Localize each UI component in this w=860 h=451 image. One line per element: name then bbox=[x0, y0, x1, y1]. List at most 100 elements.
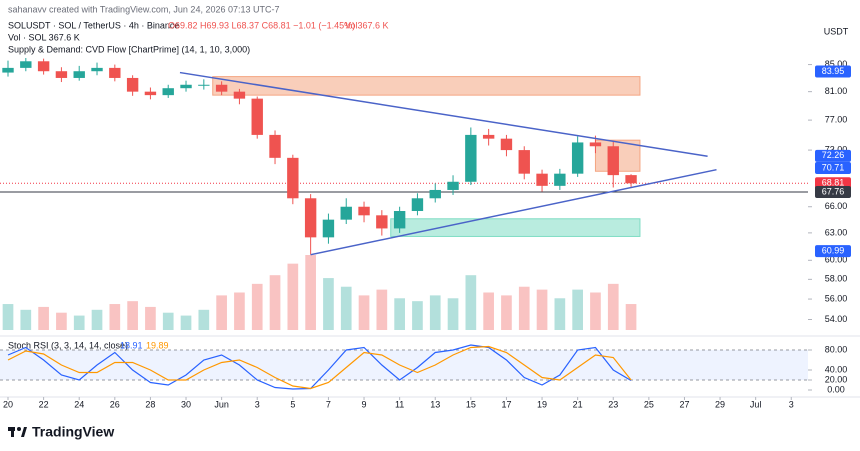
volume-bar bbox=[323, 278, 334, 330]
symbol: SOLUSDT · SOL / TetherUS · 4h · Binance bbox=[8, 20, 179, 30]
x-tick-label: 30 bbox=[181, 399, 191, 409]
volume-bar bbox=[305, 255, 316, 330]
y-tick-label: 85.00 bbox=[825, 59, 848, 69]
price-tag bbox=[815, 185, 851, 198]
x-tick-label: 20 bbox=[3, 399, 13, 409]
zone bbox=[212, 76, 641, 96]
y-tick-label: 58.00 bbox=[825, 274, 848, 284]
y-tick-label: 77.00 bbox=[825, 114, 848, 124]
price-tag bbox=[815, 245, 851, 258]
candle-body bbox=[55, 71, 68, 78]
x-tick-label: 22 bbox=[39, 399, 49, 409]
x-tick-label: 29 bbox=[715, 399, 725, 409]
stoch-title: Stoch RSI (3, 3, 14, 14, close) bbox=[8, 340, 128, 350]
volume-bar bbox=[607, 283, 619, 330]
volume-bar bbox=[20, 309, 32, 330]
volume-bar bbox=[447, 298, 459, 330]
credit: sahanavv created with TradingView.com, J… bbox=[8, 4, 280, 14]
x-tick-label: 25 bbox=[644, 399, 654, 409]
candle-body bbox=[20, 61, 32, 68]
y-tick-label: 63.00 bbox=[825, 227, 848, 237]
x-tick-label: 19 bbox=[537, 399, 547, 409]
volume-bar bbox=[518, 286, 530, 330]
x-tick-label: 24 bbox=[74, 399, 84, 409]
volume-bar bbox=[56, 312, 67, 330]
volume-bar bbox=[536, 289, 548, 330]
candle-body bbox=[411, 198, 424, 212]
x-tick-label: Jun bbox=[214, 399, 229, 409]
candle-body bbox=[571, 142, 584, 174]
price-tag-label: 60.99 bbox=[822, 245, 845, 255]
price-tag bbox=[815, 65, 851, 78]
volume-bar bbox=[483, 292, 494, 330]
logo-icon bbox=[17, 427, 21, 431]
logo-icon bbox=[21, 427, 27, 437]
candle-body bbox=[180, 84, 192, 89]
candle-body bbox=[91, 67, 103, 72]
volume-bar bbox=[412, 301, 423, 330]
price-tag-label: 68.81 bbox=[822, 178, 845, 188]
volume-bar bbox=[251, 283, 263, 330]
legend-entry: 19.89 bbox=[146, 340, 169, 350]
y-tick-label: 66.00 bbox=[825, 201, 848, 211]
y-tick-label: 60.00 bbox=[825, 255, 848, 265]
candle-body bbox=[126, 77, 139, 92]
candle-body bbox=[287, 157, 299, 199]
x-tick-label: 3 bbox=[789, 399, 794, 409]
volume-bar bbox=[198, 309, 210, 330]
candle-body bbox=[554, 173, 566, 186]
volume-bar bbox=[287, 263, 299, 330]
volume-bar bbox=[234, 292, 245, 330]
y-tick-label: 56.00 bbox=[825, 293, 848, 303]
x-tick-label: 27 bbox=[679, 399, 689, 409]
volume-bar bbox=[109, 304, 121, 330]
candle-body bbox=[37, 61, 50, 72]
trendline bbox=[310, 168, 717, 256]
candle-body bbox=[465, 134, 477, 182]
volume-bar bbox=[465, 275, 477, 330]
volume-bar bbox=[91, 309, 103, 330]
candle-body bbox=[482, 134, 495, 139]
volume-bar bbox=[554, 298, 566, 330]
logo-text: TradingView bbox=[32, 424, 114, 440]
candle-body bbox=[269, 134, 281, 158]
candle-body bbox=[340, 206, 352, 220]
candle-body bbox=[304, 198, 317, 238]
candle-body bbox=[500, 138, 513, 151]
volume-bar bbox=[572, 289, 583, 330]
ohlc: O69.82 H69.93 L68.37 C68.81 −1.01 (−1.45… bbox=[168, 20, 355, 30]
candle-body bbox=[358, 206, 370, 216]
trendline bbox=[179, 71, 708, 158]
candle-body bbox=[251, 98, 263, 135]
volume-bar bbox=[180, 315, 192, 330]
candle-body bbox=[162, 88, 174, 96]
candle-body bbox=[393, 211, 406, 229]
candle-body bbox=[429, 189, 441, 199]
volume-bar bbox=[376, 289, 388, 330]
stoch-tick-label: 40.00 bbox=[825, 364, 848, 374]
candle-body bbox=[376, 215, 388, 229]
x-tick-label: 26 bbox=[110, 399, 120, 409]
x-tick-label: 5 bbox=[290, 399, 295, 409]
volume-bar bbox=[358, 295, 370, 330]
y-tick-label: 73.00 bbox=[825, 144, 848, 154]
volume-bar bbox=[145, 306, 156, 330]
candle-body bbox=[518, 150, 530, 174]
candle-body bbox=[215, 84, 228, 92]
x-tick-label: 9 bbox=[362, 399, 367, 409]
volume-bar bbox=[216, 295, 227, 330]
indicator: Supply & Demand: CVD Flow [ChartPrime] (… bbox=[8, 44, 250, 54]
x-tick-label: 11 bbox=[395, 399, 404, 409]
x-tick-label: 23 bbox=[608, 399, 618, 409]
candle-body bbox=[144, 91, 157, 96]
candle-body bbox=[109, 67, 121, 78]
volume-bar bbox=[625, 304, 637, 330]
volume: Vol367.6 K bbox=[345, 20, 389, 30]
logo: TradingView bbox=[8, 424, 114, 440]
candle-body bbox=[589, 142, 602, 147]
volume-bar bbox=[394, 298, 405, 330]
stoch-band bbox=[0, 350, 808, 380]
price-tag-label: 70.71 bbox=[822, 162, 845, 172]
legend-entry: 18.91 bbox=[120, 340, 143, 350]
